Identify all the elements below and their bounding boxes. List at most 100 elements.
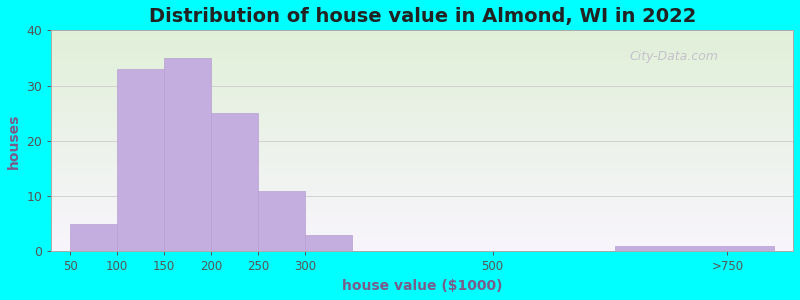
Bar xyxy=(51,49,793,50)
Bar xyxy=(51,203,793,204)
Bar xyxy=(51,40,793,41)
Bar xyxy=(51,41,793,42)
Bar xyxy=(51,129,793,130)
Bar xyxy=(51,134,793,135)
Bar xyxy=(258,190,305,251)
Bar xyxy=(51,109,793,110)
Bar xyxy=(51,136,793,138)
Bar xyxy=(51,122,793,123)
Bar xyxy=(51,222,793,223)
Bar xyxy=(70,224,117,251)
Bar xyxy=(51,234,793,235)
Bar xyxy=(51,187,793,188)
Bar xyxy=(51,206,793,207)
Bar xyxy=(51,150,793,151)
Bar xyxy=(51,133,793,134)
Bar xyxy=(51,125,793,127)
Bar xyxy=(51,159,793,160)
Bar xyxy=(51,56,793,57)
Bar xyxy=(164,58,211,251)
Bar xyxy=(51,247,793,248)
Bar xyxy=(51,198,793,200)
Bar xyxy=(51,171,793,172)
Bar xyxy=(51,145,793,146)
Bar xyxy=(51,94,793,95)
Bar xyxy=(51,39,793,40)
Bar xyxy=(51,178,793,180)
Bar xyxy=(51,230,793,232)
Bar xyxy=(51,45,793,46)
Bar xyxy=(51,223,793,224)
Bar xyxy=(305,235,352,251)
Bar xyxy=(51,34,793,35)
Bar xyxy=(51,90,793,91)
Bar xyxy=(51,185,793,186)
Bar xyxy=(51,37,793,38)
Bar xyxy=(51,233,793,234)
Bar xyxy=(51,68,793,69)
Bar xyxy=(51,200,793,201)
Bar xyxy=(51,195,793,196)
Bar xyxy=(51,218,793,219)
Bar xyxy=(51,238,793,239)
Y-axis label: houses: houses xyxy=(7,113,21,169)
Bar xyxy=(51,85,793,86)
Bar xyxy=(51,243,793,244)
Bar xyxy=(51,69,793,70)
Bar xyxy=(51,237,793,238)
Bar xyxy=(51,208,793,209)
Bar xyxy=(51,175,793,176)
Bar xyxy=(51,219,793,220)
Bar xyxy=(51,169,793,170)
Bar xyxy=(51,201,793,202)
Bar xyxy=(51,190,793,192)
Bar xyxy=(51,88,793,89)
Bar xyxy=(51,120,793,121)
Bar xyxy=(51,80,793,81)
Bar xyxy=(51,85,793,87)
Bar xyxy=(51,143,793,144)
Bar xyxy=(51,184,793,185)
Bar xyxy=(51,76,793,77)
Bar xyxy=(51,205,793,206)
Bar xyxy=(51,35,793,36)
Bar xyxy=(51,138,793,139)
Bar xyxy=(51,154,793,155)
Bar xyxy=(51,192,793,193)
Bar xyxy=(51,249,793,250)
Bar xyxy=(51,64,793,66)
Bar xyxy=(51,172,793,173)
Bar xyxy=(51,202,793,203)
Bar xyxy=(51,123,793,124)
Bar xyxy=(51,239,793,240)
Bar xyxy=(51,182,793,183)
Bar xyxy=(51,70,793,71)
Bar xyxy=(51,98,793,99)
Bar xyxy=(51,166,793,167)
Bar xyxy=(211,113,258,251)
Bar xyxy=(51,246,793,247)
Bar xyxy=(51,212,793,213)
Bar xyxy=(51,83,793,85)
Bar xyxy=(51,104,793,106)
Bar xyxy=(51,46,793,47)
Bar xyxy=(51,62,793,64)
Bar xyxy=(51,196,793,197)
Bar xyxy=(51,217,793,218)
Bar xyxy=(51,232,793,233)
Bar xyxy=(51,116,793,118)
Bar xyxy=(51,30,793,31)
Bar xyxy=(51,141,793,142)
Bar xyxy=(51,226,793,227)
Bar xyxy=(51,95,793,97)
Bar xyxy=(51,50,793,51)
X-axis label: house value ($1000): house value ($1000) xyxy=(342,279,502,293)
Bar xyxy=(51,176,793,177)
Bar xyxy=(51,204,793,205)
Bar xyxy=(51,174,793,175)
Bar xyxy=(51,235,793,236)
Bar xyxy=(51,97,793,98)
Bar xyxy=(51,216,793,217)
Bar xyxy=(51,81,793,82)
Bar xyxy=(51,55,793,56)
